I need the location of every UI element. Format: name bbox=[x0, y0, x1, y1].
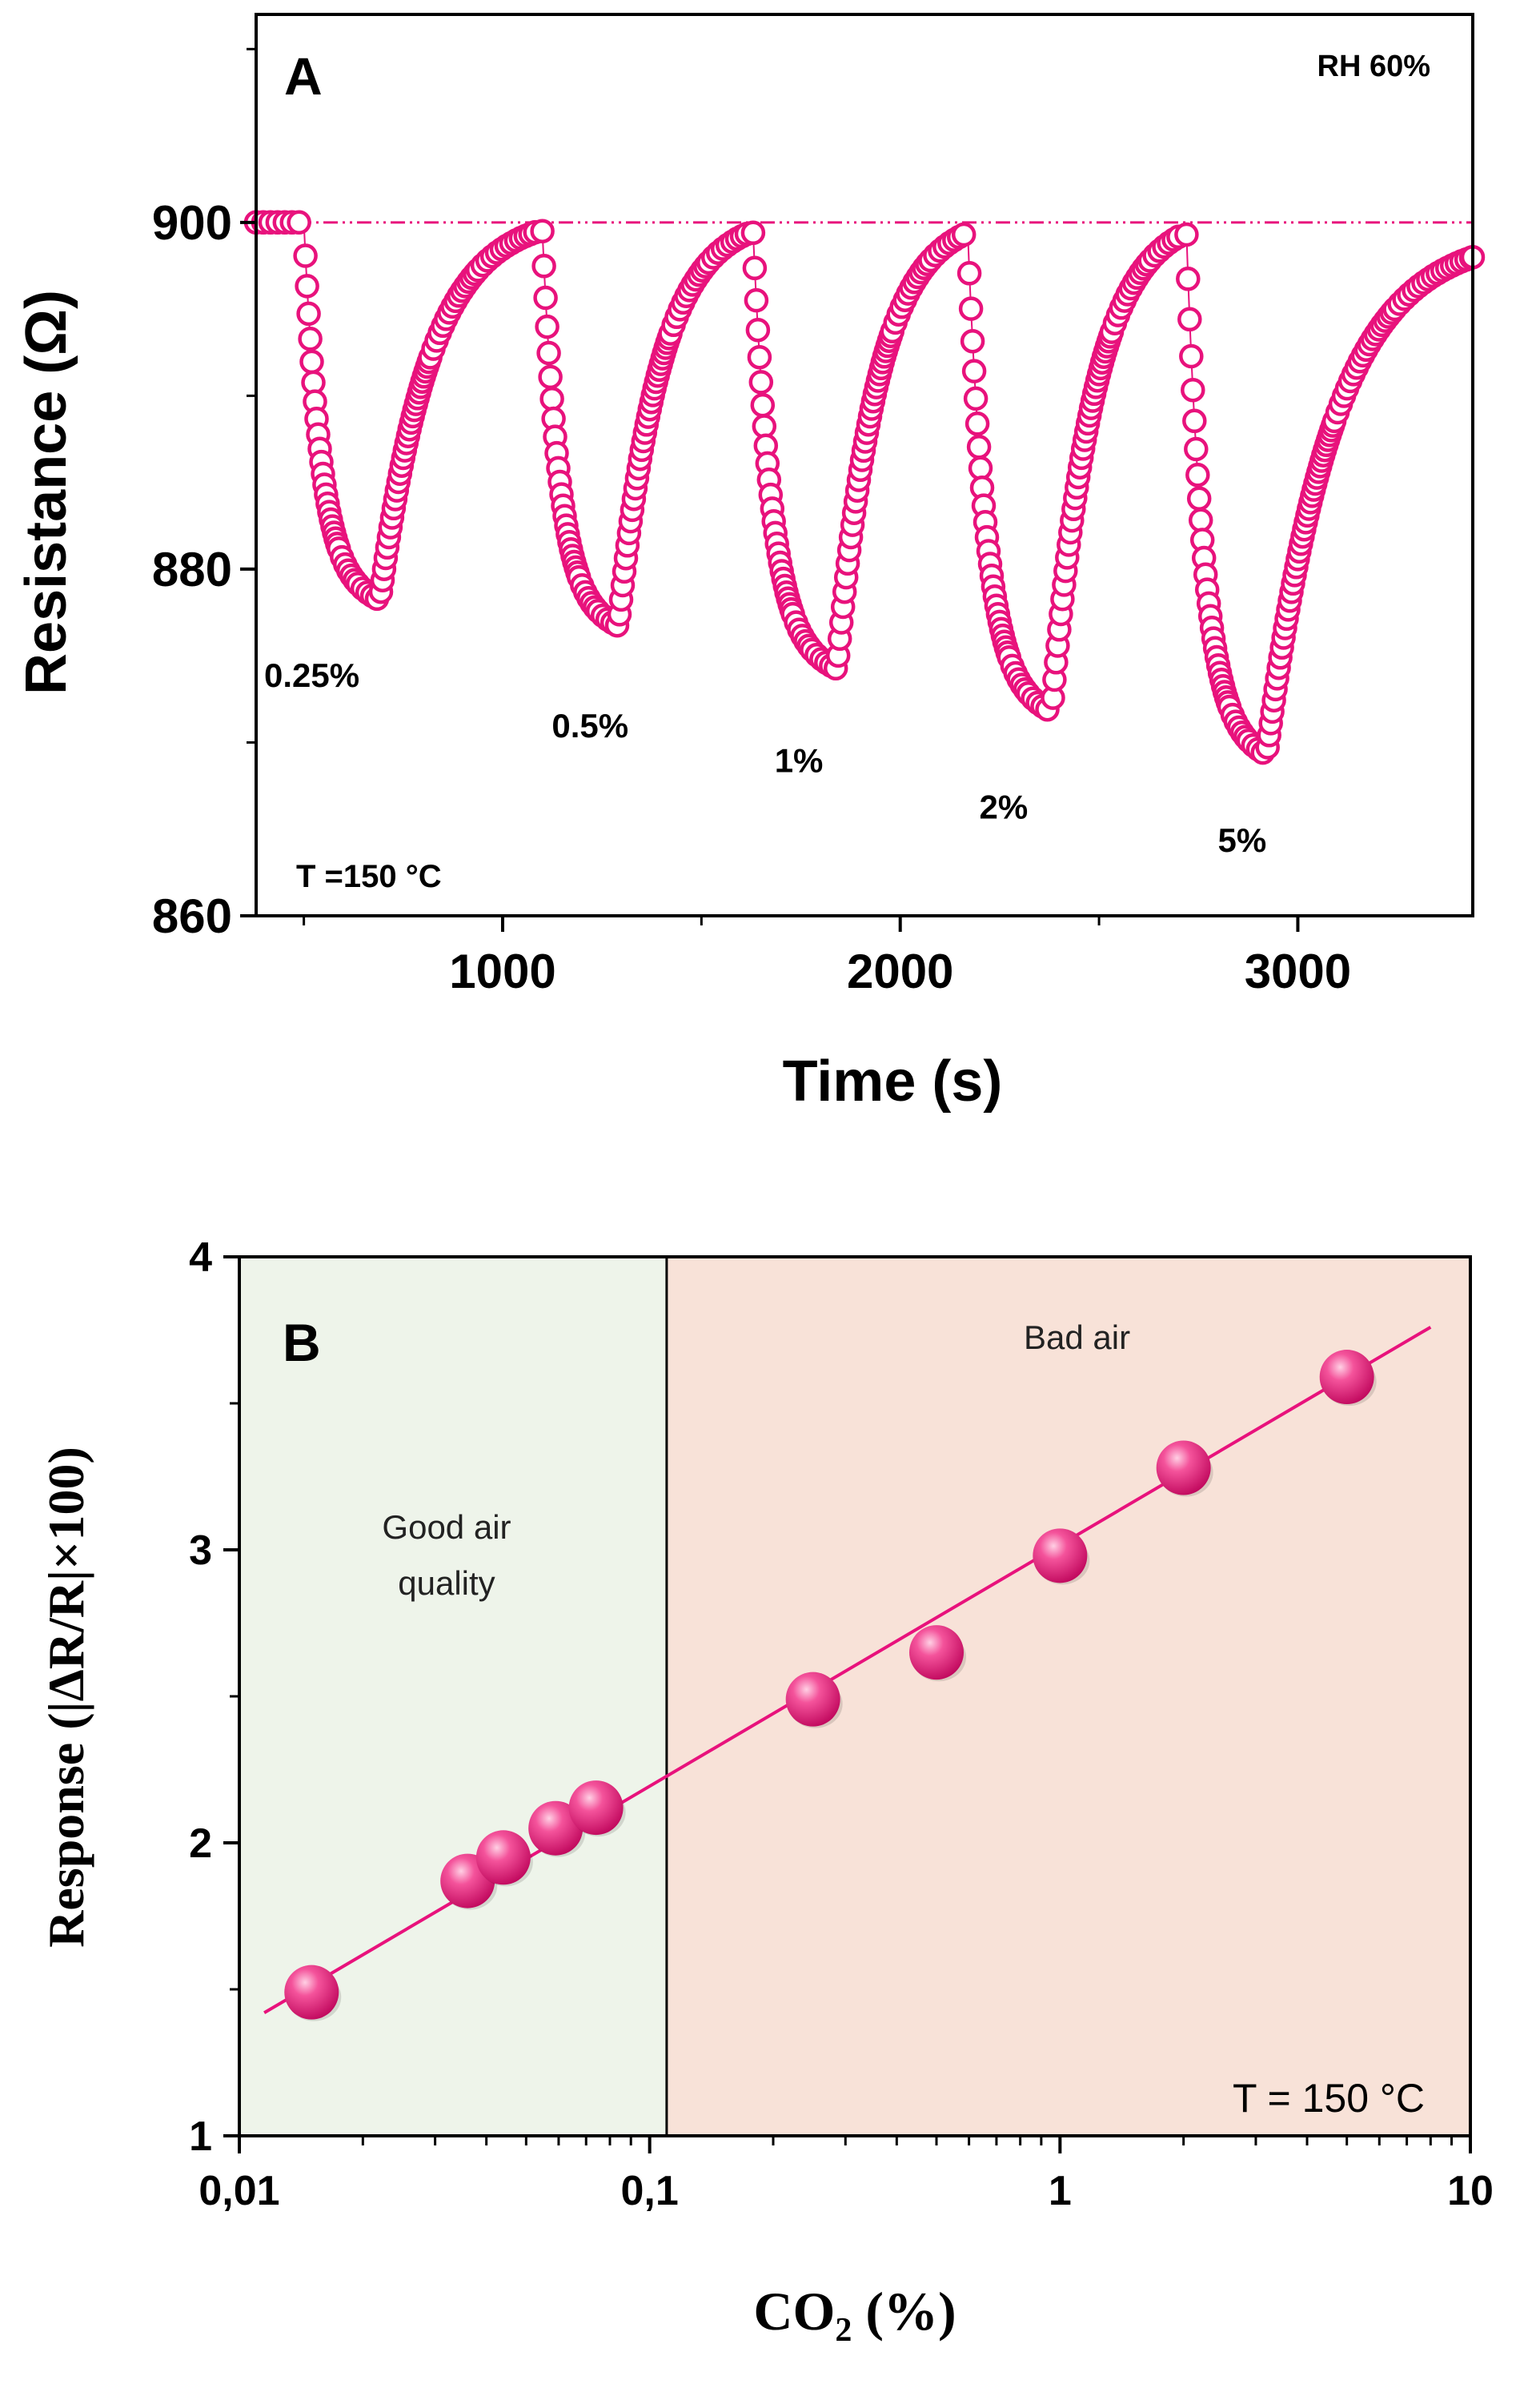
resistance-data-point bbox=[956, 261, 982, 286]
response-data-point bbox=[568, 1780, 624, 1836]
bad-air-label: Bad air bbox=[1024, 1318, 1130, 1356]
y-tick-label: 880 bbox=[152, 543, 232, 596]
resistance-data-point bbox=[951, 222, 977, 247]
panel-a-y-axis-title: Resistance (Ω) bbox=[14, 290, 78, 695]
resistance-data-point bbox=[1184, 436, 1209, 462]
resistance-data-point bbox=[1188, 508, 1213, 533]
concentration-label-3: 1% bbox=[775, 741, 824, 779]
concentration-label-2: 0.5% bbox=[551, 707, 628, 744]
resistance-data-point bbox=[740, 220, 766, 246]
x-tick-label: 1000 bbox=[449, 945, 555, 998]
resistance-data-point bbox=[1181, 377, 1205, 403]
response-data-point bbox=[528, 1800, 584, 1856]
panel-a-annotations: A RH 60% T =150 °C 0.25% 0.5% 1% 2% 5% bbox=[264, 46, 1430, 894]
response-data-point bbox=[475, 1830, 531, 1885]
y-tick-label: 1 bbox=[189, 2113, 212, 2160]
resistance-data-point bbox=[538, 364, 563, 390]
resistance-data-point bbox=[966, 435, 992, 460]
panel-a-label: A bbox=[284, 46, 323, 106]
response-data-point bbox=[909, 1625, 965, 1680]
resistance-data-point bbox=[968, 456, 993, 481]
resistance-data-point bbox=[958, 296, 984, 321]
panel-b-annotations: B T = 150 °C Good air quality Bad air bbox=[283, 1313, 1425, 2121]
resistance-data-point bbox=[539, 386, 564, 411]
resistance-data-point bbox=[747, 344, 772, 370]
panel-b-response-chart: B T = 150 °C Good air quality Bad air 0,01… bbox=[38, 1234, 1494, 2349]
panel-b-x-axis-title: CO2 (%) bbox=[753, 2281, 956, 2349]
resistance-data-point bbox=[295, 274, 319, 299]
resistance-data-point bbox=[1182, 408, 1207, 434]
panel-a-x-axis-title: Time (s) bbox=[783, 1050, 1003, 1114]
response-data-point bbox=[284, 1965, 339, 2020]
panel-b-label: B bbox=[283, 1313, 321, 1372]
resistance-data-point bbox=[963, 386, 989, 411]
good-air-quality-label-line: Good air bbox=[382, 1508, 511, 1546]
panel-b-axes: 0,01 0,1 1 10 1 2 3 4 bbox=[189, 1234, 1494, 2214]
panel-a-plot-frame bbox=[255, 13, 1474, 917]
resistance-data-point bbox=[961, 359, 987, 383]
y-tick-label: 2 bbox=[189, 1820, 212, 1867]
y-tick-label: 3 bbox=[189, 1527, 212, 1574]
x-tick-label: 2000 bbox=[847, 945, 953, 998]
response-data-point bbox=[1156, 1440, 1211, 1495]
panel-a-rh-label: RH 60% bbox=[1317, 50, 1431, 83]
x-tick-label: 1 bbox=[1049, 2168, 1072, 2214]
resistance-data-point bbox=[533, 285, 558, 311]
resistance-data-point bbox=[531, 254, 556, 279]
x-tick-label: 0,1 bbox=[621, 2168, 679, 2214]
resistance-data-point bbox=[748, 370, 774, 395]
resistance-data-point bbox=[744, 287, 769, 313]
x-axis-title-main: CO bbox=[753, 2281, 835, 2342]
concentration-label-1: 0.25% bbox=[264, 656, 359, 694]
resistance-data-point bbox=[1176, 267, 1201, 291]
resistance-data-point bbox=[299, 349, 324, 375]
x-tick-label: 0,01 bbox=[199, 2168, 279, 2214]
resistance-data-point bbox=[1186, 486, 1212, 512]
panel-b-air-quality-regions bbox=[239, 1257, 1470, 2136]
resistance-data-point bbox=[745, 317, 771, 343]
resistance-data-point bbox=[1174, 222, 1199, 247]
resistance-data-point bbox=[535, 314, 559, 339]
response-data-point bbox=[1319, 1350, 1374, 1405]
resistance-data-point bbox=[960, 328, 985, 354]
concentration-label-5: 5% bbox=[1218, 821, 1267, 859]
x-axis-title-subscript: 2 bbox=[835, 2312, 852, 2349]
resistance-data-point bbox=[1179, 343, 1204, 369]
y-tick-label: 4 bbox=[189, 1234, 212, 1281]
resistance-data-point bbox=[1185, 463, 1210, 488]
y-tick-label: 900 bbox=[152, 196, 232, 250]
resistance-data-point bbox=[965, 411, 990, 436]
y-tick-label: 860 bbox=[152, 889, 232, 943]
panel-a-data-layer bbox=[243, 210, 1486, 765]
panel-a-temperature-label: T =150 °C bbox=[296, 859, 442, 894]
resistance-data-point bbox=[536, 340, 561, 366]
response-data-point bbox=[785, 1672, 840, 1727]
resistance-data-point bbox=[287, 210, 311, 235]
resistance-data-point bbox=[742, 255, 768, 281]
panel-b-temperature-label: T = 150 °C bbox=[1233, 2076, 1425, 2121]
good-air-quality-label-line: quality bbox=[398, 1564, 495, 1602]
panel-b-data-layer bbox=[263, 1326, 1432, 2021]
x-tick-label: 3000 bbox=[1245, 945, 1351, 998]
panel-a-axes: 1000 2000 3000 860 880 900 bbox=[152, 47, 1351, 998]
panel-a-resistance-chart: A RH 60% T =150 °C 0.25% 0.5% 1% 2% 5% 1000 2… bbox=[14, 13, 1486, 1114]
x-tick-label: 10 bbox=[1447, 2168, 1494, 2214]
resistance-data-point bbox=[750, 392, 776, 418]
resistance-data-point bbox=[296, 301, 321, 327]
resistance-data-point bbox=[530, 219, 555, 243]
panel-b-y-axis-title: Response (|ΔR/R|×100) bbox=[38, 1447, 94, 1948]
resistance-data-point bbox=[1177, 307, 1202, 332]
response-data-point bbox=[1033, 1528, 1088, 1583]
resistance-data-point bbox=[293, 243, 318, 268]
x-axis-title-tail: (%) bbox=[852, 2281, 956, 2342]
resistance-data-point bbox=[298, 327, 323, 351]
concentration-label-4: 2% bbox=[980, 789, 1029, 826]
